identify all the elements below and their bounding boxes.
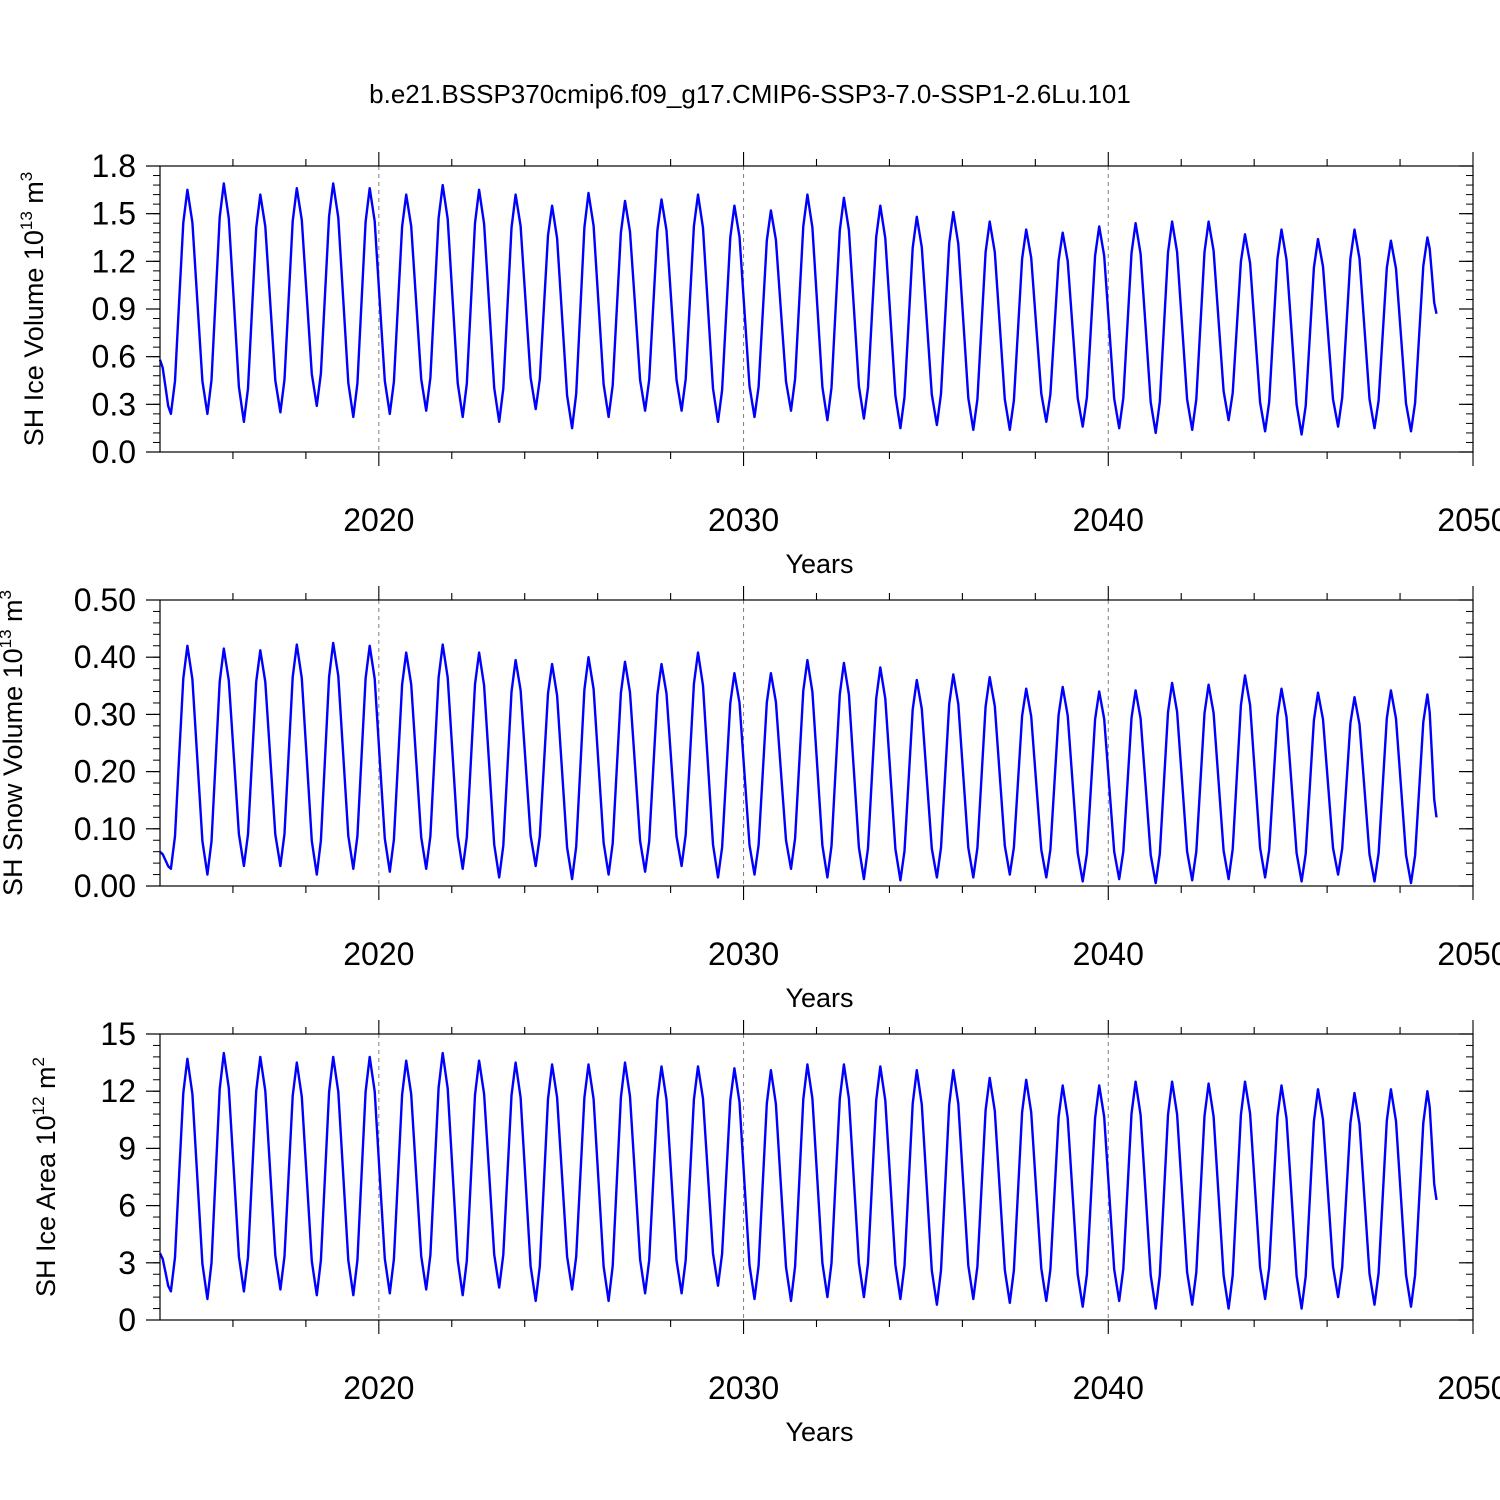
y-axis-title-unit: m	[0, 599, 28, 629]
y-axis-title: SH Ice Volume 1013 m3	[17, 172, 49, 447]
y-axis-title-unit-exponent: 3	[17, 172, 36, 181]
snow-volume-panel: 0.00 0.10 0.20 0.30 0.40 0.50 2020 2030 2040 2050…	[0, 582, 1500, 1013]
y-tick-label: 0	[118, 1302, 136, 1338]
y-axis-title-text: SH Ice Volume 10	[19, 230, 49, 446]
x-axis-title: Years	[785, 549, 853, 579]
y-axis-title-unit: m	[19, 181, 49, 211]
x-tick-label: 2050	[1437, 502, 1500, 538]
y-axis-title-exponent: 13	[0, 629, 15, 648]
y-tick-label: 0.00	[74, 868, 136, 904]
figure-title: b.e21.BSSP370cmip6.f09_g17.CMIP6-SSP3-7.…	[369, 79, 1131, 109]
x-axis-title: Years	[785, 983, 853, 1013]
y-tick-label: 0.0	[92, 434, 136, 470]
y-axis-title-exponent: 13	[17, 211, 36, 230]
x-tick-label: 2030	[708, 1370, 779, 1406]
y-axis-title-text: SH Snow Volume 10	[0, 648, 28, 896]
y-tick-label: 0.20	[74, 754, 136, 790]
y-tick-label: 1.8	[92, 148, 136, 184]
y-axis-title: SH Snow Volume 1013 m3	[0, 590, 28, 896]
y-tick-label: 9	[118, 1130, 136, 1166]
ice-volume-panel: 0.0 0.3 0.6 0.9 1.2 1.5 1.8 2020 2030 2040 2050 Yea…	[17, 148, 1500, 579]
y-tick-label: 0.40	[74, 639, 136, 675]
y-tick-label: 1.5	[92, 196, 136, 232]
x-tick-label: 2020	[343, 1370, 414, 1406]
y-axis-title-unit: m	[31, 1066, 61, 1096]
y-axis-title-exponent: 12	[29, 1096, 48, 1115]
y-tick-label: 12	[100, 1073, 136, 1109]
x-tick-label: 2030	[708, 936, 779, 972]
data-series-line	[158, 182, 1438, 436]
x-tick-label: 2020	[343, 936, 414, 972]
y-axis-title-unit-exponent: 3	[0, 590, 15, 599]
x-tick-label: 2040	[1073, 502, 1144, 538]
y-tick-label: 1.2	[92, 243, 136, 279]
y-axis-title-text: SH Ice Area 10	[31, 1115, 61, 1297]
y-tick-label: 3	[118, 1245, 136, 1281]
y-tick-label: 15	[100, 1016, 136, 1052]
y-tick-label: 6	[118, 1188, 136, 1224]
x-tick-label: 2040	[1073, 936, 1144, 972]
y-tick-label: 0.10	[74, 811, 136, 847]
data-series-line	[159, 641, 1438, 885]
y-tick-label: 0.30	[74, 696, 136, 732]
x-tick-label: 2050	[1437, 936, 1500, 972]
y-tick-label: 0.50	[74, 582, 136, 618]
x-tick-label: 2040	[1073, 1370, 1144, 1406]
x-axis-title: Years	[785, 1417, 853, 1447]
y-axis-title: SH Ice Area 1012 m2	[29, 1057, 61, 1297]
x-tick-label: 2020	[343, 502, 414, 538]
ice-area-panel: 0 3 6 9 12 15 2020 2030 2040 2050 Years SH Ice Area…	[29, 1016, 1500, 1447]
y-tick-label: 0.9	[92, 291, 136, 327]
y-tick-label: 0.6	[92, 339, 136, 375]
y-axis-title-unit-exponent: 2	[29, 1057, 48, 1066]
x-tick-label: 2030	[708, 502, 779, 538]
x-tick-label: 2050	[1437, 1370, 1500, 1406]
y-tick-label: 0.3	[92, 386, 136, 422]
data-series-line	[158, 1051, 1438, 1310]
